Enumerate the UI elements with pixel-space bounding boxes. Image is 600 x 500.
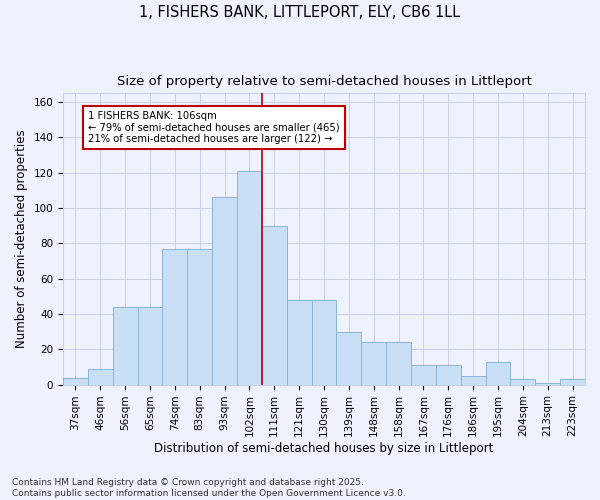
Bar [311, 300, 337, 384]
Title: Size of property relative to semi-detached houses in Littleport: Size of property relative to semi-detach… [116, 75, 532, 88]
X-axis label: Distribution of semi-detached houses by size in Littleport: Distribution of semi-detached houses by … [154, 442, 494, 455]
Bar [137, 307, 163, 384]
Bar [287, 300, 311, 384]
Bar [337, 332, 361, 384]
Bar [436, 365, 461, 384]
Bar [163, 248, 187, 384]
Bar [88, 368, 113, 384]
Bar [535, 383, 560, 384]
Bar [461, 376, 485, 384]
Bar [411, 365, 436, 384]
Text: 1 FISHERS BANK: 106sqm
← 79% of semi-detached houses are smaller (465)
21% of se: 1 FISHERS BANK: 106sqm ← 79% of semi-det… [88, 111, 340, 144]
Bar [386, 342, 411, 384]
Bar [485, 362, 511, 384]
Bar [560, 380, 585, 384]
Bar [511, 380, 535, 384]
Bar [212, 198, 237, 384]
Bar [361, 342, 386, 384]
Text: 1, FISHERS BANK, LITTLEPORT, ELY, CB6 1LL: 1, FISHERS BANK, LITTLEPORT, ELY, CB6 1L… [139, 5, 461, 20]
Bar [113, 307, 137, 384]
Y-axis label: Number of semi-detached properties: Number of semi-detached properties [15, 130, 28, 348]
Bar [262, 226, 287, 384]
Bar [187, 248, 212, 384]
Bar [237, 171, 262, 384]
Text: Contains HM Land Registry data © Crown copyright and database right 2025.
Contai: Contains HM Land Registry data © Crown c… [12, 478, 406, 498]
Bar [63, 378, 88, 384]
